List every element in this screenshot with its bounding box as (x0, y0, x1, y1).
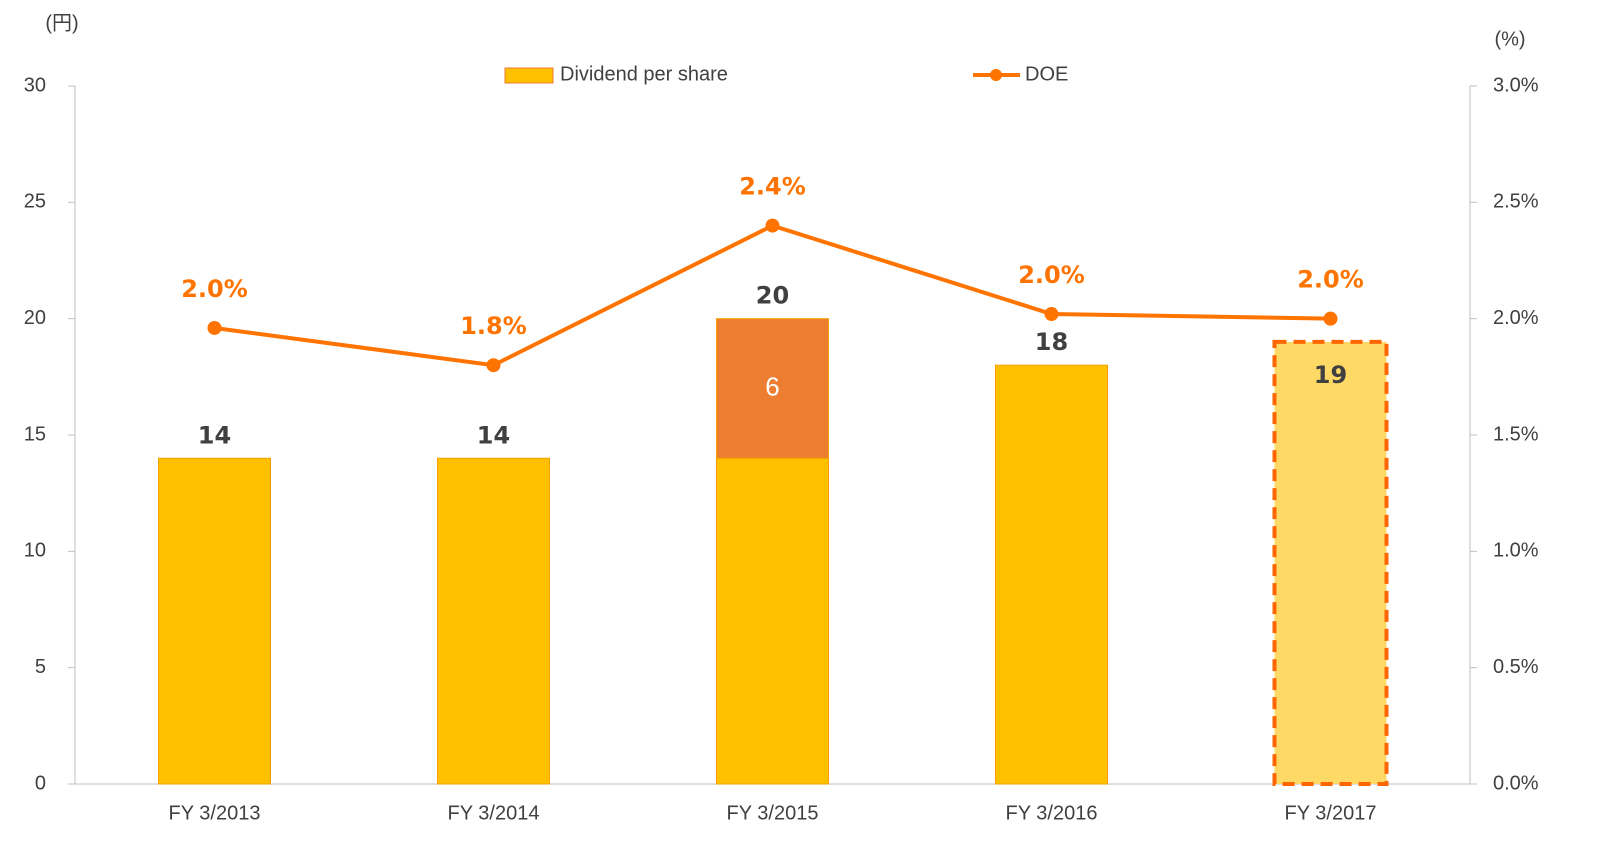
y2-tick-label: 2.0% (1493, 307, 1539, 329)
x-tick-label: FY 3/2014 (448, 802, 540, 824)
x-tick-label: FY 3/2017 (1285, 802, 1377, 824)
legend-label: Dividend per share (560, 63, 728, 85)
x-tick-label: FY 3/2015 (727, 802, 819, 824)
x-tick-label: FY 3/2016 (1006, 802, 1098, 824)
y-tick-label: 30 (24, 74, 46, 96)
total-label: 19 (1314, 361, 1347, 389)
total-label: 14 (198, 421, 231, 449)
bar (158, 457, 271, 785)
y-tick-label: 25 (24, 191, 46, 213)
total-label: 20 (756, 282, 789, 310)
y-tick-label: 20 (24, 307, 46, 329)
y2-tick-label: 0.5% (1493, 656, 1539, 678)
line-value-label: 2.0% (1018, 261, 1085, 289)
y2-tick-label: 3.0% (1493, 74, 1539, 96)
y-tick-label: 0 (35, 772, 46, 794)
legend-swatch (504, 67, 554, 84)
y-tick-label: 15 (24, 423, 46, 445)
y2-unit: (%) (1494, 28, 1525, 50)
y2-tick-label: 0.0% (1493, 772, 1539, 794)
segment-label: 6 (765, 371, 779, 401)
bar (1272, 339, 1389, 786)
line-marker (1044, 307, 1059, 322)
line-value-label: 2.0% (1297, 266, 1364, 294)
bar (995, 364, 1108, 785)
legend-label: DOE (1025, 63, 1068, 85)
line-marker (207, 320, 222, 335)
y-tick-label: 5 (35, 656, 46, 678)
total-label: 14 (477, 421, 510, 449)
bar (437, 457, 550, 785)
bar (716, 457, 829, 785)
bar (716, 318, 829, 459)
y2-tick-label: 2.5% (1493, 191, 1539, 213)
line-value-label: 2.0% (181, 275, 248, 303)
y-tick-label: 10 (24, 540, 46, 562)
line-marker (1323, 311, 1338, 326)
x-tick-label: FY 3/2013 (169, 802, 261, 824)
line-value-label: 1.8% (460, 312, 527, 340)
legend-marker (990, 69, 1002, 81)
y2-tick-label: 1.0% (1493, 540, 1539, 562)
y2-tick-label: 1.5% (1493, 423, 1539, 445)
line-marker (486, 358, 501, 373)
line-marker (765, 218, 780, 233)
y-unit: (円) (45, 12, 78, 34)
line-value-label: 2.4% (739, 173, 806, 201)
total-label: 18 (1035, 328, 1068, 356)
